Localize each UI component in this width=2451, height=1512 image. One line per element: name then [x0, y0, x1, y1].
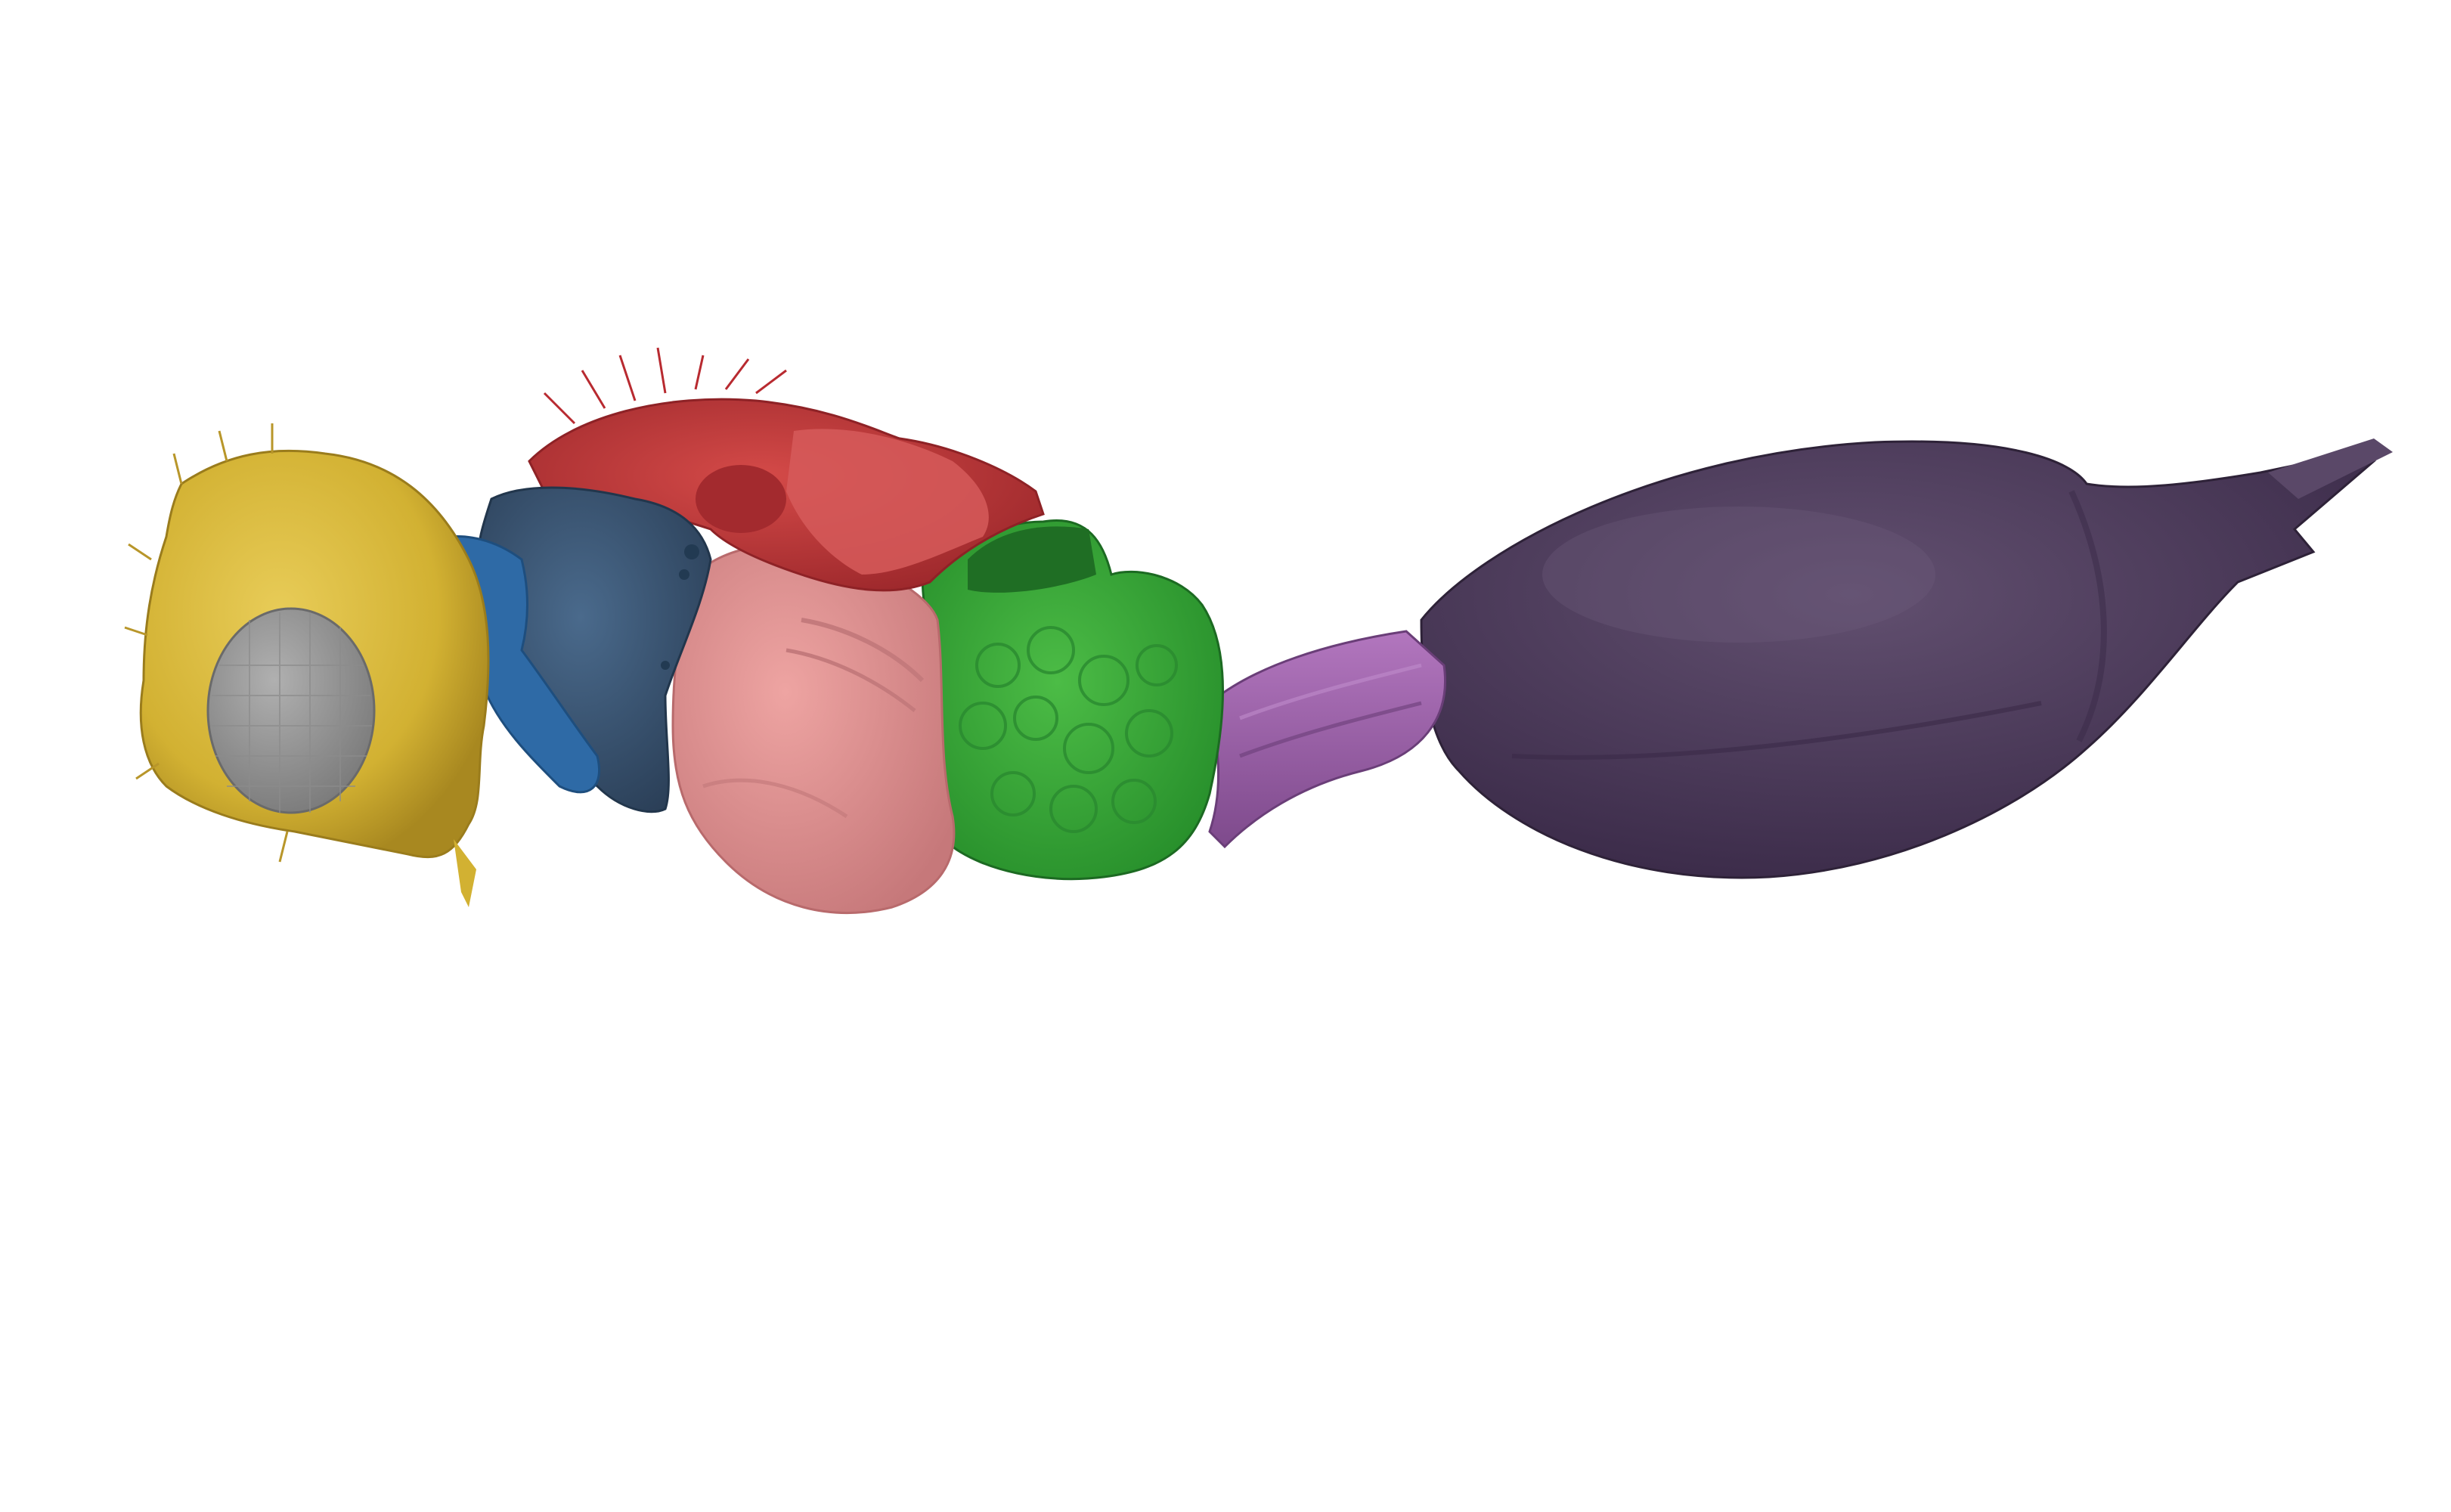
propodeum-segment	[921, 519, 1224, 881]
mesopleuron-segment	[671, 543, 956, 914]
petiole-segment	[1208, 630, 1446, 849]
mesonotum-segment	[528, 347, 1045, 592]
gaster-segment	[1420, 438, 2393, 879]
compound-eye	[206, 607, 376, 814]
